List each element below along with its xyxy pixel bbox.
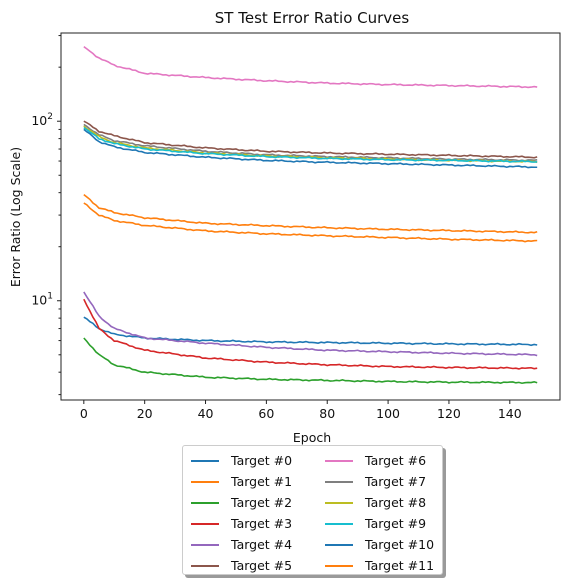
series-line-target-10 — [83, 128, 538, 169]
legend-label: Target #11 — [365, 558, 435, 573]
legend-item-target-2: Target #2 — [191, 492, 292, 513]
x-tick-label: 100 — [376, 406, 400, 421]
series-line-target-0 — [83, 316, 538, 347]
series-line-target-3 — [83, 298, 538, 370]
x-tick-label: 140 — [498, 406, 522, 421]
y-tick-label: 102 — [31, 112, 53, 128]
x-tick-label: 40 — [198, 406, 214, 421]
series-layer — [83, 46, 538, 385]
series-line-target-6 — [83, 46, 538, 89]
legend-column-right: Target #6 Target #7 Target #8 Target #9 Targ… — [325, 450, 434, 576]
legend-item-target-8: Target #8 — [325, 492, 434, 513]
legend-item-target-3: Target #3 — [191, 513, 292, 534]
legend-swatch — [191, 501, 219, 504]
series-line-target-5 — [83, 120, 538, 159]
legend-label: Target #8 — [365, 495, 427, 510]
legend-item-target-11: Target #11 — [325, 555, 434, 576]
legend: Target #0 Target #1 Target #2 Target #3 Targ… — [182, 445, 443, 575]
series-line-target-11 — [83, 202, 538, 243]
legend-swatch — [325, 501, 353, 504]
legend-item-target-6: Target #6 — [325, 450, 434, 471]
legend-label: Target #4 — [231, 537, 293, 552]
legend-swatch — [325, 522, 353, 525]
legend-swatch — [325, 564, 353, 567]
legend-swatch — [191, 543, 219, 546]
legend-swatch — [325, 543, 353, 546]
legend-swatch — [191, 459, 219, 462]
legend-swatch — [325, 459, 353, 462]
legend-label: Target #5 — [231, 558, 293, 573]
legend-item-target-10: Target #10 — [325, 534, 434, 555]
legend-label: Target #3 — [231, 516, 293, 531]
y-axis-label: Error Ratio (Log Scale) — [8, 147, 23, 287]
series-line-target-2 — [83, 337, 538, 385]
legend-item-target-4: Target #4 — [191, 534, 292, 555]
legend-item-target-7: Target #7 — [325, 471, 434, 492]
series-line-target-4 — [83, 291, 538, 357]
x-axis-label: Epoch — [293, 430, 331, 445]
legend-swatch — [325, 480, 353, 483]
legend-column-left: Target #0 Target #1 Target #2 Target #3 Targ… — [191, 450, 292, 576]
series-line-target-1 — [83, 194, 538, 234]
legend-label: Target #7 — [365, 474, 427, 489]
legend-item-target-5: Target #5 — [191, 555, 292, 576]
legend-swatch — [191, 564, 219, 567]
legend-label: Target #2 — [231, 495, 293, 510]
x-tick-label: 20 — [137, 406, 153, 421]
legend-label: Target #6 — [365, 453, 427, 468]
chart-title: ST Test Error Ratio Curves — [215, 9, 410, 27]
legend-item-target-9: Target #9 — [325, 513, 434, 534]
x-tick-label: 120 — [437, 406, 461, 421]
y-tick-label: 101 — [31, 292, 53, 308]
tick-layer: 0 20 40 60 80 100 120 140 101 102 — [31, 35, 522, 421]
legend-swatch — [191, 522, 219, 525]
legend-swatch — [191, 480, 219, 483]
legend-item-target-1: Target #1 — [191, 471, 292, 492]
x-tick-label: 80 — [319, 406, 335, 421]
legend-label: Target #9 — [365, 516, 427, 531]
legend-label: Target #1 — [231, 474, 293, 489]
legend-label: Target #10 — [365, 537, 435, 552]
legend-item-target-0: Target #0 — [191, 450, 292, 471]
series-line-target-9 — [83, 127, 538, 163]
plot-frame — [60, 32, 561, 401]
x-tick-label: 0 — [80, 406, 88, 421]
x-tick-label: 60 — [258, 406, 274, 421]
legend-label: Target #0 — [231, 453, 293, 468]
